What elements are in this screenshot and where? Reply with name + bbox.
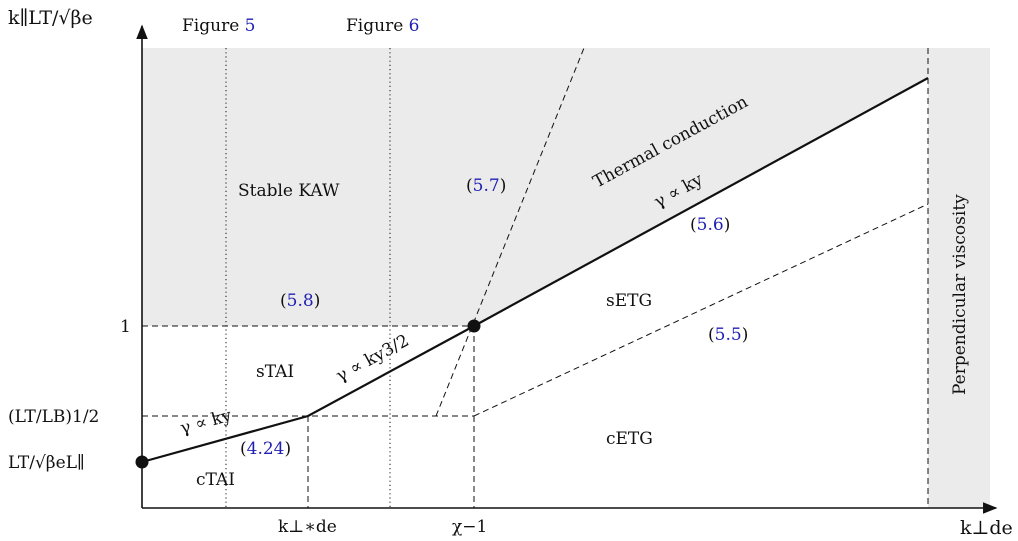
y-tick-lt-lb: (LT/LB)1/2 [8, 407, 99, 427]
region-ctai: cTAI [196, 470, 235, 490]
y-tick-one: 1 [120, 317, 131, 337]
eq-ref-4-24[interactable]: (4.24) [240, 439, 291, 459]
dashed-boundary-5-5 [473, 203, 929, 417]
boundary-knee-point [467, 319, 481, 333]
region-stai: sTAI [256, 362, 294, 382]
dashed-boundary-5-7 [435, 47, 585, 417]
shaded-upper-region [142, 48, 928, 326]
stability-boundary-line [141, 77, 929, 464]
y-axis-label: k∥LT/√βe [8, 7, 93, 29]
region-perpendicular-viscosity: Perpendicular viscosity [950, 194, 970, 395]
x-axis-label: k⊥de [960, 517, 1013, 539]
shaded-perpendicular-viscosity-region [928, 48, 990, 508]
eq-ref-5-7[interactable]: (5.7) [466, 176, 506, 196]
y-tick-lt-beta: LT/√βeL∥ [8, 453, 85, 473]
x-tick-kperp-star: k⊥∗de [278, 517, 337, 537]
region-stable-kaw: Stable KAW [238, 181, 340, 201]
x-tick-chi-inv: χ−1 [452, 517, 487, 537]
growth-law-ky-three-halves: γ ∝ ky3/2 [333, 331, 413, 387]
growth-law-ky-lower: γ ∝ ky [178, 405, 234, 438]
region-setg: sETG [606, 291, 652, 311]
region-cetg: cETG [606, 429, 653, 449]
figure6-link[interactable]: Figure 6 [346, 16, 419, 36]
eq-ref-5-5[interactable]: (5.5) [708, 325, 748, 345]
eq-ref-5-6[interactable]: (5.6) [690, 215, 730, 235]
eq-ref-5-8[interactable]: (5.8) [280, 291, 320, 311]
figure5-link[interactable]: Figure 5 [182, 16, 255, 36]
